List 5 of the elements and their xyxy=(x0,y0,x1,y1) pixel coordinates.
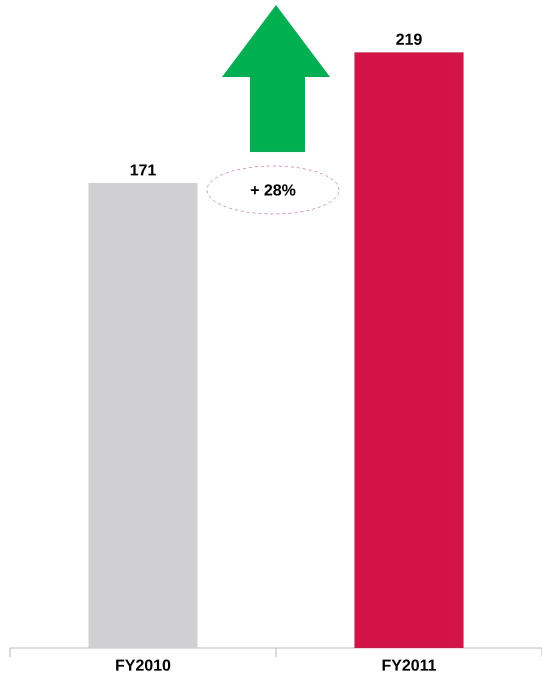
annotation: + 28% xyxy=(250,184,296,196)
data-label: 171 xyxy=(130,164,156,176)
x-tick-label: FY2010 xyxy=(116,660,170,671)
data-label: 219 xyxy=(396,34,422,45)
x-tick-label: FY2011 xyxy=(382,660,436,671)
